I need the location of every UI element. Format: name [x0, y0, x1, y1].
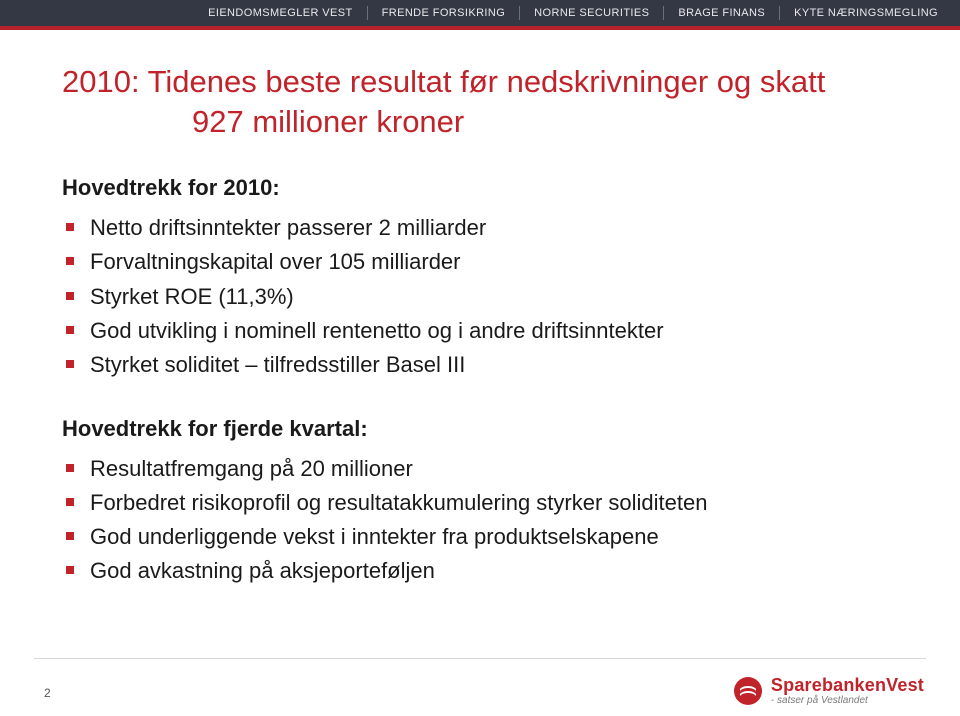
list-item: Styrket soliditet – tilfredsstiller Base… [66, 348, 898, 382]
top-nav-separator [779, 6, 780, 20]
list-item: God utvikling i nominell rentenetto og i… [66, 314, 898, 348]
slide-title-line1: 2010: Tidenes beste resultat før nedskri… [62, 62, 898, 102]
section2-list: Resultatfremgang på 20 millioner Forbedr… [62, 452, 898, 588]
logo-text: SparebankenVest - satser på Vestlandet [771, 675, 924, 706]
slide: EIENDOMSMEGLER VEST FRENDE FORSIKRING NO… [0, 0, 960, 716]
logo-tagline: - satser på Vestlandet [771, 695, 924, 706]
section1-heading: Hovedtrekk for 2010: [62, 175, 898, 201]
top-nav-item: FRENDE FORSIKRING [382, 7, 506, 19]
top-nav-item: NORNE SECURITIES [534, 7, 649, 19]
slide-footer: 2 SparebankenVest - satser på Vestlandet [0, 658, 960, 716]
top-nav-item: EIENDOMSMEGLER VEST [208, 7, 353, 19]
list-item: Forvaltningskapital over 105 milliarder [66, 245, 898, 279]
list-item: God underliggende vekst i inntekter fra … [66, 520, 898, 554]
top-nav-item: KYTE NÆRINGSMEGLING [794, 7, 938, 19]
accent-line [0, 26, 960, 30]
top-nav-separator [519, 6, 520, 20]
section1-list: Netto driftsinntekter passerer 2 milliar… [62, 211, 898, 381]
list-item: Styrket ROE (11,3%) [66, 280, 898, 314]
footer-divider [34, 658, 926, 659]
top-nav-bar: EIENDOMSMEGLER VEST FRENDE FORSIKRING NO… [0, 0, 960, 26]
slide-content: 2010: Tidenes beste resultat før nedskri… [62, 62, 898, 588]
list-item: God avkastning på aksjeporteføljen [66, 554, 898, 588]
logo-mark-icon [733, 676, 763, 706]
top-nav-separator [663, 6, 664, 20]
list-item: Netto driftsinntekter passerer 2 milliar… [66, 211, 898, 245]
logo-name: SparebankenVest [771, 675, 924, 696]
slide-title-line2: 927 millioner kroner [192, 102, 898, 142]
top-nav-item: BRAGE FINANS [678, 7, 765, 19]
list-item: Resultatfremgang på 20 millioner [66, 452, 898, 486]
top-nav-separator [367, 6, 368, 20]
list-item: Forbedret risikoprofil og resultatakkumu… [66, 486, 898, 520]
brand-logo: SparebankenVest - satser på Vestlandet [733, 675, 924, 706]
section2-heading: Hovedtrekk for fjerde kvartal: [62, 416, 898, 442]
page-number: 2 [44, 686, 51, 700]
